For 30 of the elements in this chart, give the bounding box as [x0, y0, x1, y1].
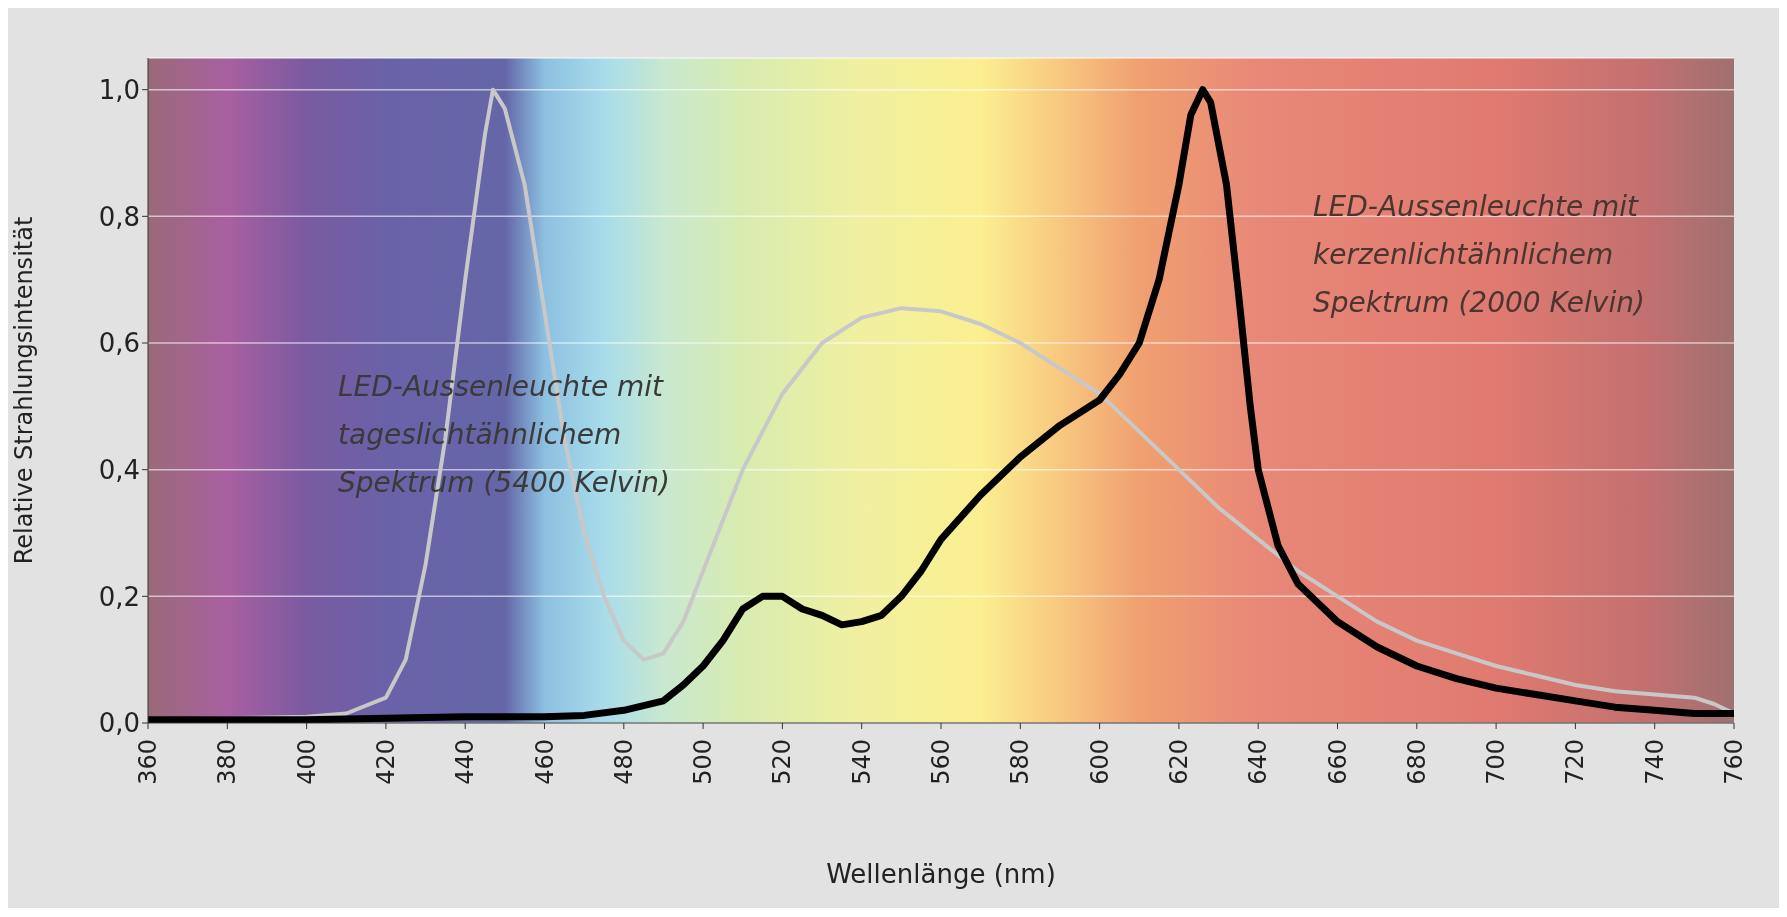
x-tick-label: 620	[1164, 739, 1193, 785]
x-tick-label: 560	[927, 739, 955, 785]
x-tick-label: 520	[768, 739, 797, 785]
y-tick-label: 1,0	[98, 74, 140, 105]
x-tick-label: 380	[213, 739, 242, 785]
x-tick-label: 640	[1244, 739, 1273, 785]
x-tick-label: 700	[1482, 739, 1511, 785]
x-tick-label: 460	[530, 739, 559, 785]
y-tick-label: 0,0	[98, 708, 140, 739]
x-tick-label: 680	[1402, 739, 1431, 785]
x-tick-label: 740	[1640, 739, 1669, 785]
x-tick-label: 720	[1561, 739, 1590, 785]
x-tick-label: 540	[847, 739, 876, 785]
x-tick-label: 440	[451, 739, 480, 785]
x-tick-label: 420	[371, 739, 400, 785]
y-tick-label: 0,8	[98, 201, 140, 232]
x-tick-label: 600	[1085, 739, 1114, 785]
x-axis-title: Wellenlänge (nm)	[826, 859, 1056, 889]
x-tick-label: 660	[1323, 739, 1352, 785]
x-tick-label: 480	[609, 739, 638, 785]
y-axis-title: Relative Strahlungsintensität	[9, 216, 38, 565]
y-tick-label: 0,6	[98, 328, 140, 359]
y-tick-label: 0,4	[98, 454, 140, 485]
x-tick-label: 360	[134, 739, 162, 785]
x-tick-label: 760	[1720, 739, 1748, 785]
x-tick-label: 580	[1006, 739, 1035, 785]
y-tick-label: 0,2	[98, 581, 140, 612]
text: LED-Aussenleuchte mit kerzenlichtähnlichem Spektrum (2000 Kelvin)	[1313, 189, 1646, 321]
x-tick-label: 500	[689, 739, 718, 785]
x-tick-label: 400	[292, 739, 321, 785]
